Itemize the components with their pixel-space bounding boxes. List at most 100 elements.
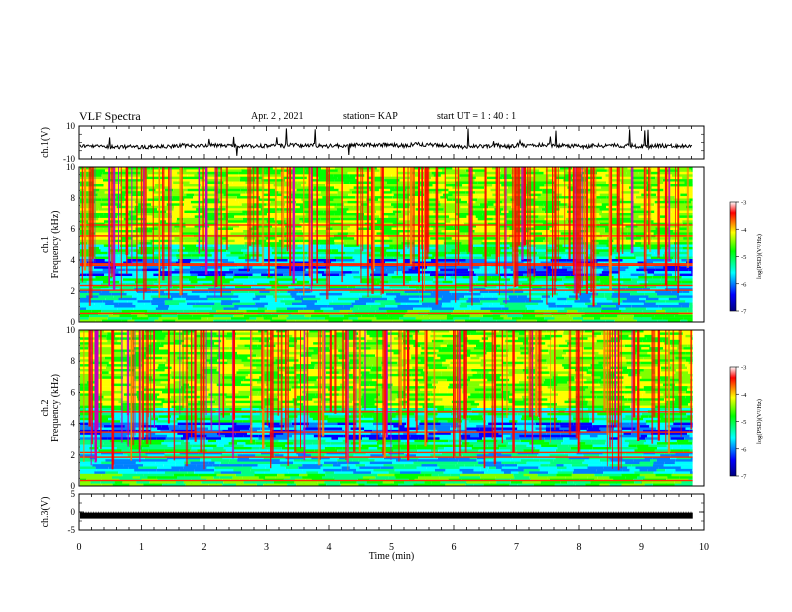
spectrogram-cell <box>631 307 647 311</box>
spectrogram-cell <box>248 373 263 377</box>
spectrogram-cell <box>376 317 400 320</box>
spectrogram-cell <box>682 332 693 336</box>
spectrogram-cell <box>191 259 206 262</box>
spectrogram-cell <box>231 405 250 409</box>
spectrogram-cell <box>441 305 453 308</box>
spectrogram-cell <box>596 196 607 199</box>
spectrogram-cell <box>113 273 133 277</box>
spectrogram-cell <box>597 261 605 265</box>
spectrogram-cell <box>160 381 175 384</box>
spectrogram-cell <box>537 196 552 199</box>
spectrogram-cell <box>430 273 453 277</box>
spectrogram-cell <box>483 314 501 318</box>
spectrogram-cell <box>475 200 488 204</box>
spectrogram-cell <box>366 302 381 306</box>
spectrogram-cell <box>271 246 291 250</box>
spectrogram-cell <box>567 398 578 402</box>
spectrogram-cell <box>663 181 678 185</box>
sferic-streak <box>325 167 329 300</box>
spectrogram-cell <box>462 388 475 392</box>
spectrogram-cell <box>583 237 607 240</box>
spectrogram-cell <box>126 292 138 296</box>
sferic-streak <box>579 167 582 296</box>
spectrogram-cell <box>245 213 267 216</box>
spectrogram-cell <box>169 330 177 333</box>
spectrogram-cell <box>288 342 297 345</box>
spectrogram-cell <box>331 334 342 338</box>
spectrogram-cell <box>645 222 668 226</box>
spectrogram-cell <box>559 319 571 323</box>
spectrogram-cell <box>587 337 611 341</box>
spectrogram-cell <box>196 244 214 248</box>
spectrogram-cell <box>294 271 318 274</box>
spectrogram-cell <box>315 295 326 299</box>
spectrogram-cell <box>547 386 569 389</box>
spectrogram-cell <box>157 208 165 211</box>
spectrogram-cell <box>560 398 568 402</box>
spectrogram-cell <box>472 193 485 197</box>
spectrogram-cell <box>274 181 288 185</box>
spectrogram-cell <box>561 266 572 270</box>
spectrogram-cell <box>552 378 575 382</box>
spectrogram-cell <box>435 351 459 355</box>
spectrogram-cell <box>288 174 312 178</box>
spectrogram-cell <box>118 271 141 274</box>
spectrogram-cell <box>311 174 334 178</box>
spectrogram-cell <box>590 205 606 209</box>
spectrogram-cell <box>442 169 466 173</box>
spectrogram-cell <box>558 393 577 397</box>
spectrogram-cell <box>109 179 126 182</box>
spectrogram-cell <box>420 351 436 355</box>
spectrogram-cell <box>501 200 516 204</box>
spectrogram-cell <box>391 227 411 231</box>
spectrogram-cell <box>171 295 182 299</box>
spectrogram-cell <box>223 307 239 311</box>
spectrogram-cell <box>671 210 693 214</box>
spectrogram-cell <box>127 181 138 185</box>
spectrogram-cell <box>305 332 323 336</box>
spectrogram-cell <box>677 381 691 384</box>
spectrogram-cell <box>567 186 578 190</box>
spectrogram-cell <box>171 371 185 375</box>
spectrogram-cell <box>551 395 576 399</box>
spectrogram-cell <box>636 381 655 384</box>
spectrogram-cell <box>204 398 214 402</box>
spectrogram-cell <box>227 361 249 365</box>
spectrogram-cell <box>475 176 487 180</box>
spectrogram-cell <box>189 237 200 240</box>
spectrogram-cell <box>618 215 639 219</box>
spectrogram-cell <box>503 208 516 211</box>
spectrogram-cell <box>162 403 170 406</box>
spectrogram-cell <box>155 371 172 375</box>
spectrogram-cell <box>579 297 590 301</box>
spectrogram-cell <box>482 309 491 313</box>
spectrogram-cell <box>96 364 107 367</box>
spectrogram-cell <box>261 347 277 350</box>
spectrogram-cell <box>297 181 307 185</box>
spectrogram-cell <box>396 295 420 299</box>
spectrogram-cell <box>455 285 465 289</box>
sferic-streak <box>94 167 96 263</box>
spectrogram-cell <box>275 359 299 363</box>
station-label: station= KAP <box>343 111 398 122</box>
spectrogram-cell <box>221 210 229 214</box>
spectrogram-cell <box>431 171 446 175</box>
spectrogram-cell <box>551 271 575 274</box>
spectrogram-cell <box>305 169 328 173</box>
spectrogram-cell <box>453 393 471 397</box>
spectrogram-cell <box>202 369 217 372</box>
spectrogram-cell <box>672 174 693 178</box>
spectrogram-cell <box>579 342 596 345</box>
spectrogram-cell <box>362 246 370 250</box>
spectrogram-cell <box>199 237 222 240</box>
spectrogram-cell <box>227 295 239 299</box>
sferic-streak <box>286 167 289 252</box>
spectrogram-cell <box>175 227 183 231</box>
spectrogram-cell <box>197 273 219 277</box>
spectrogram-cell <box>195 249 215 253</box>
spectrogram-cell <box>376 232 400 236</box>
spectrogram-cell <box>689 198 693 202</box>
spectrogram-cell <box>418 381 439 384</box>
spectrogram-cell <box>428 205 436 209</box>
spectrogram-cell <box>302 246 324 250</box>
